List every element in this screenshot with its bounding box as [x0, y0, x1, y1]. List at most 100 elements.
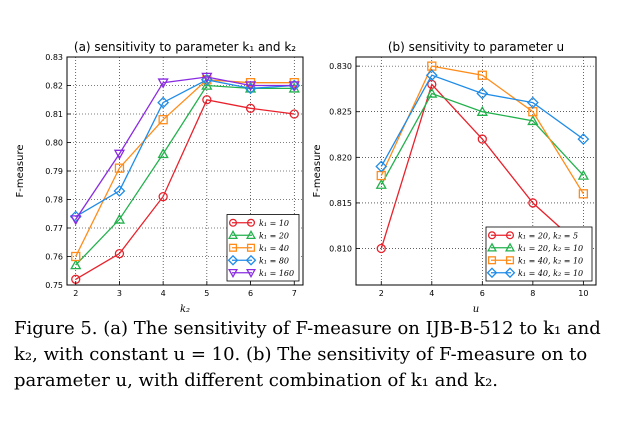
- panel-b-legend-4-marker-a: [486, 267, 498, 279]
- panel-b-legend-2-label: k₁ = 20, k₂ = 10: [518, 244, 583, 253]
- panel-a-legend-1-label: k₁ = 10: [259, 219, 289, 228]
- caption-line-1: Figure 5. (a) The sensitivity of F-measu…: [14, 318, 601, 339]
- panel-a-xtick-label-2: 3: [117, 289, 122, 298]
- panel-a-ytick-label-5: 0.79: [45, 167, 63, 176]
- panel-b-plot-frame: [355, 56, 597, 286]
- panel-a-series-2-point-4: [201, 79, 213, 90]
- panel-a-chart: 2 3 4 5 6 7 0.75 0.76 0.77 0.78 0.79 0.80 0.81 0.82 0.…: [15, 40, 304, 315]
- figure-caption: Figure 5. (a) The sensitivity of F-measu…: [14, 316, 614, 394]
- panel-a-series-3-point-1: [71, 251, 81, 262]
- panel-a-series-3-line: [75, 79, 295, 257]
- panel-b-series-1-point-3: [477, 134, 487, 144]
- caption-line-2: k₂, with constant u = 10. (b) The sensit…: [14, 344, 588, 365]
- panel-b-series-3-point-3: [477, 70, 487, 80]
- panel-a-xtick-label-4: 5: [204, 289, 209, 298]
- panel-b-series-4-point-5: [577, 133, 590, 145]
- panel-a-series-4-point-5: [244, 82, 257, 95]
- panel-a-series-4-point-2: [113, 185, 126, 197]
- panel-a-legend-4-label: k₁ = 80: [259, 256, 289, 265]
- panel-a-legend-4-marker-b: [245, 254, 257, 266]
- panel-a-legend-3-label: k₁ = 40: [259, 244, 289, 253]
- panel-b-legend-box: [485, 226, 593, 282]
- panel-a-series-5-point-3: [157, 78, 169, 89]
- panel-b-ytick-label-4: 0.825: [329, 108, 352, 117]
- panel-b-xtick-label-3: 6: [480, 289, 485, 298]
- panel-b-series-4-point-3: [476, 87, 489, 100]
- panel-a-legend-5-marker-a: [227, 268, 239, 278]
- panel-a-series-1-line: [75, 99, 295, 280]
- panel-a-series-5-point-5: [244, 81, 257, 92]
- panel-a-legend-2-label: k₁ = 20: [259, 231, 289, 240]
- panel-a-series-1-point-4: [202, 95, 212, 105]
- panel-b-xtick-label-2: 4: [429, 289, 434, 298]
- panel-b-legend-4-label: k₁ = 40, k₂ = 10: [518, 269, 583, 278]
- panel-b-xtick-label-5: 10: [578, 289, 588, 298]
- panel-a-legend-2-marker-b: [245, 230, 257, 240]
- panel-b-series-4-point-2: [425, 69, 438, 82]
- panel-a-series-4-line: [75, 79, 295, 218]
- panel-a-ytick-label-9: 0.83: [45, 53, 63, 62]
- panel-a-ytick-label-4: 0.78: [45, 196, 63, 205]
- panel-b-legend-3-marker-b: [505, 256, 515, 265]
- panel-a-title: (a) sensitivity to parameter k₁ and k₂: [74, 40, 296, 54]
- panel-b-series-4-point-4: [526, 96, 539, 109]
- panel-b-legend-1-label: k₁ = 20, k₂ = 5: [518, 231, 578, 240]
- caption-line-3: parameter u, with different combination …: [14, 370, 499, 391]
- panel-a-legend-2-marker-a: [227, 230, 239, 240]
- panel-a-series-3-point-3: [158, 115, 168, 125]
- panel-b-legend-1-marker-a: [487, 231, 497, 240]
- panel-a-ytick-label-7: 0.81: [45, 110, 63, 119]
- panel-b-xlabel: u: [473, 304, 479, 315]
- panel-b-legend-3-label: k₁ = 40, k₂ = 10: [518, 256, 583, 265]
- panel-b-legend-2-marker-a: [486, 242, 498, 252]
- panel-a-series-3-point-4: [202, 75, 212, 85]
- panel-a-series-1-point-6: [289, 109, 299, 119]
- panel-a-series-4-point-3: [157, 96, 170, 109]
- panel-b-legend-2-marker-b: [504, 242, 516, 252]
- panel-b-chart: 2 4 6 8 10 0.810 0.815 0.820 0.825 0.830 (b) sensi…: [312, 40, 597, 315]
- panel-b-ytick-label-5: 0.830: [329, 62, 352, 71]
- panel-a-ytick-label-8: 0.82: [45, 82, 63, 91]
- panel-b-ytick-label-1: 0.810: [329, 245, 352, 254]
- panel-a-series-1-point-2: [114, 248, 125, 259]
- panel-a-legend-5-label: k₁ = 160: [259, 269, 294, 278]
- panel-a-legend-1-marker-b: [246, 218, 256, 227]
- panel-a-series-5-line: [75, 76, 295, 220]
- panel-b-series-1-point-4: [528, 198, 538, 208]
- panel-b-ytick-label-2: 0.815: [329, 199, 352, 208]
- panel-b-series-4-line: [380, 74, 584, 167]
- panel-a-series-2-point-3: [157, 148, 169, 159]
- panel-b-legend-1-marker-b: [505, 231, 515, 240]
- panel-a-series-5-point-6: [288, 81, 300, 92]
- panel-b-series-3-line: [380, 65, 584, 195]
- panel-b-title: (b) sensitivity to parameter u: [388, 40, 564, 54]
- panel-a-legend-3-marker-b: [246, 243, 256, 252]
- panel-b-ylabel: F-measure: [312, 145, 323, 198]
- panel-a-series-5-point-2: [113, 149, 126, 160]
- panel-a-series-5-point-4: [201, 72, 213, 83]
- panel-b-ytick-label-3: 0.820: [329, 153, 352, 162]
- panel-b-xtick-label-1: 2: [379, 289, 384, 298]
- panel-b-series-2-point-3: [476, 105, 488, 116]
- panel-a-ytick-label-1: 0.75: [45, 281, 63, 290]
- panel-b-series-2-point-1: [375, 178, 387, 189]
- panel-a-ytick-label-6: 0.80: [45, 139, 63, 148]
- panel-a-ylabel: F-measure: [15, 145, 26, 198]
- panel-a-xtick-label-6: 7: [292, 289, 297, 298]
- panel-b-xtick-label-4: 8: [530, 289, 535, 298]
- panel-a-series-2-point-2: [113, 213, 126, 224]
- panel-a-legend-3-marker-a: [228, 243, 238, 252]
- panel-b-legend-3-marker-a: [487, 256, 497, 265]
- panel-a-legend-5-marker-b: [245, 268, 257, 278]
- panel-a-xtick-label-5: 6: [248, 289, 253, 298]
- panel-a-xtick-label-3: 4: [161, 289, 166, 298]
- panel-b-series-3-point-5: [578, 189, 589, 199]
- panel-b-series-2-point-4: [527, 115, 539, 126]
- panel-b-series-1-line: [380, 83, 584, 249]
- panel-a-series-5-point-1: [70, 215, 82, 226]
- panel-a-xtick-label-1: 2: [73, 289, 78, 298]
- panel-b-series-4-point-1: [375, 160, 388, 173]
- panel-a-series-1-point-5: [245, 103, 256, 113]
- panel-a-legend-4-marker-a: [227, 254, 239, 266]
- panel-a-legend-1-marker-a: [228, 218, 238, 227]
